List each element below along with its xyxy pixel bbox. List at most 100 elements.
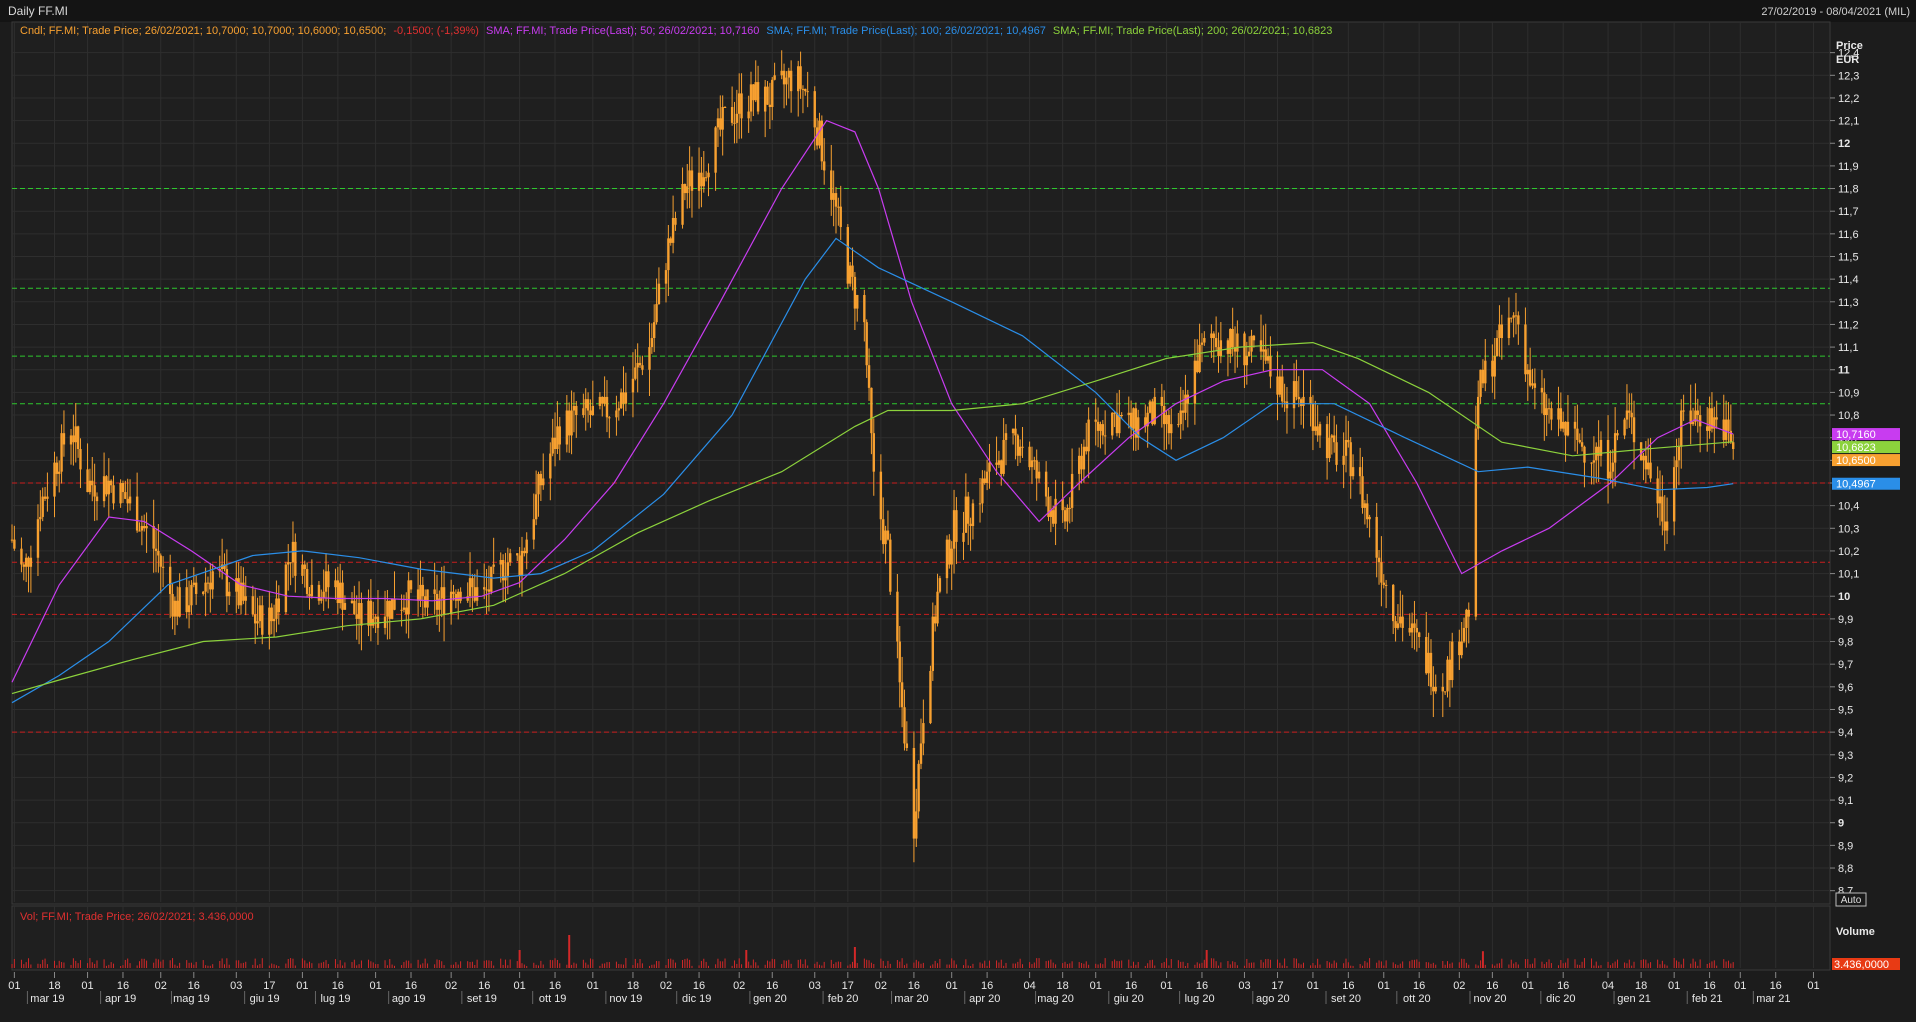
candle-body	[121, 482, 125, 493]
candle-body	[1609, 471, 1612, 479]
x-tick-label: 01	[8, 980, 20, 992]
candle-body	[374, 616, 377, 619]
candle-body	[126, 498, 129, 504]
candle-body	[1675, 460, 1678, 468]
y-tick-label: 11,7	[1838, 206, 1859, 218]
candle-body	[327, 571, 330, 588]
candle-body	[1380, 562, 1383, 583]
month-label: apr 20	[969, 993, 1000, 1005]
candle-body	[36, 519, 40, 558]
auto-scale-label[interactable]: Auto	[1841, 895, 1862, 906]
candle-body	[553, 437, 557, 450]
candle-body	[305, 569, 309, 594]
x-tick-label: 01	[1378, 980, 1390, 992]
x-tick-label: 16	[1703, 980, 1715, 992]
volume-pane	[11, 905, 1831, 971]
y-tick-label: 9,3	[1838, 750, 1853, 762]
auto-scale-frame[interactable]	[1835, 892, 1867, 907]
candle-body	[655, 304, 658, 323]
candle-body	[1375, 516, 1378, 558]
candle-body	[1033, 460, 1036, 462]
x-tick-label: 03	[1238, 980, 1250, 992]
candle-body	[407, 580, 410, 615]
candle-body	[950, 548, 953, 565]
candle-body	[468, 578, 472, 597]
y-tick-label: 11,5	[1838, 251, 1859, 263]
candle-body	[1052, 510, 1055, 524]
candle-body	[650, 338, 654, 348]
candle-body	[388, 600, 391, 619]
sma-line	[11, 119, 1734, 683]
candle-body	[721, 107, 724, 130]
candle-body	[490, 566, 493, 592]
candle-body	[88, 480, 92, 493]
x-tick-label: 16	[1486, 980, 1498, 992]
auto-scale-button[interactable]: Auto	[1835, 892, 1867, 907]
candle-body	[933, 616, 937, 624]
candle-body	[1295, 381, 1298, 397]
candle-body	[1278, 376, 1282, 395]
candle-body	[1231, 328, 1234, 348]
x-tick-label: 16	[332, 980, 344, 992]
legend-sma50: SMA; FF.MI; Trade Price(Last); 50; 26/02…	[486, 25, 759, 37]
sma-line	[11, 341, 1734, 695]
candle-body	[1550, 408, 1553, 420]
candle-body	[102, 476, 106, 502]
candle-body	[1111, 412, 1114, 436]
candle-body	[631, 378, 635, 393]
candle-body	[1498, 324, 1501, 339]
candle-body	[135, 496, 139, 531]
candle-body	[1184, 394, 1187, 413]
candle-body	[1226, 340, 1230, 354]
candle-body	[683, 184, 687, 194]
candle-body	[1623, 419, 1626, 436]
candle-body	[1203, 338, 1206, 343]
candle-body	[782, 70, 786, 85]
candle-body	[818, 120, 821, 146]
candle-body	[386, 600, 389, 617]
candle-body	[1214, 338, 1218, 348]
candle-body	[1000, 460, 1003, 474]
price-axis-title: Price	[1836, 40, 1863, 52]
candle-body	[1016, 435, 1020, 456]
candle-body	[945, 539, 949, 579]
candle-body	[1283, 401, 1286, 403]
candle-body	[1477, 396, 1480, 429]
candle-body	[532, 519, 535, 540]
x-tick-label: 16	[981, 980, 993, 992]
candle-body	[1037, 471, 1041, 479]
candle-body	[584, 399, 587, 409]
candle-body	[440, 587, 443, 599]
candle-body	[1661, 496, 1664, 522]
candle-body	[1713, 417, 1716, 429]
candle-body	[768, 104, 772, 108]
volume-value-tag	[1832, 958, 1900, 970]
candle-body	[1049, 510, 1053, 517]
candle-body	[806, 91, 809, 93]
x-tick-label: 17	[1271, 980, 1283, 992]
x-tick-label: 01	[81, 980, 93, 992]
candle-body	[624, 392, 628, 404]
candle-body	[1644, 455, 1648, 470]
candle-body	[1148, 401, 1152, 413]
y-tick-label: 11,4	[1838, 274, 1859, 286]
candle-body	[1446, 659, 1449, 692]
candle-body	[508, 553, 512, 563]
candle-body	[1458, 641, 1461, 656]
y-tick-label: 10,4	[1838, 501, 1859, 513]
x-tick-label: 16	[478, 980, 490, 992]
candle-body	[400, 609, 403, 611]
candle-body	[492, 564, 495, 567]
x-tick-label: 16	[117, 980, 129, 992]
candle-body	[501, 559, 505, 581]
candle-body	[1162, 405, 1166, 425]
x-tick-label: 02	[875, 980, 887, 992]
candle-body	[1642, 455, 1645, 461]
candle-body	[714, 127, 717, 173]
value-tag-label: 10,6500	[1836, 455, 1876, 467]
candle-body	[1146, 412, 1149, 427]
candle-body	[1465, 609, 1468, 628]
candle-body	[1120, 415, 1123, 417]
candle-body	[667, 238, 670, 271]
